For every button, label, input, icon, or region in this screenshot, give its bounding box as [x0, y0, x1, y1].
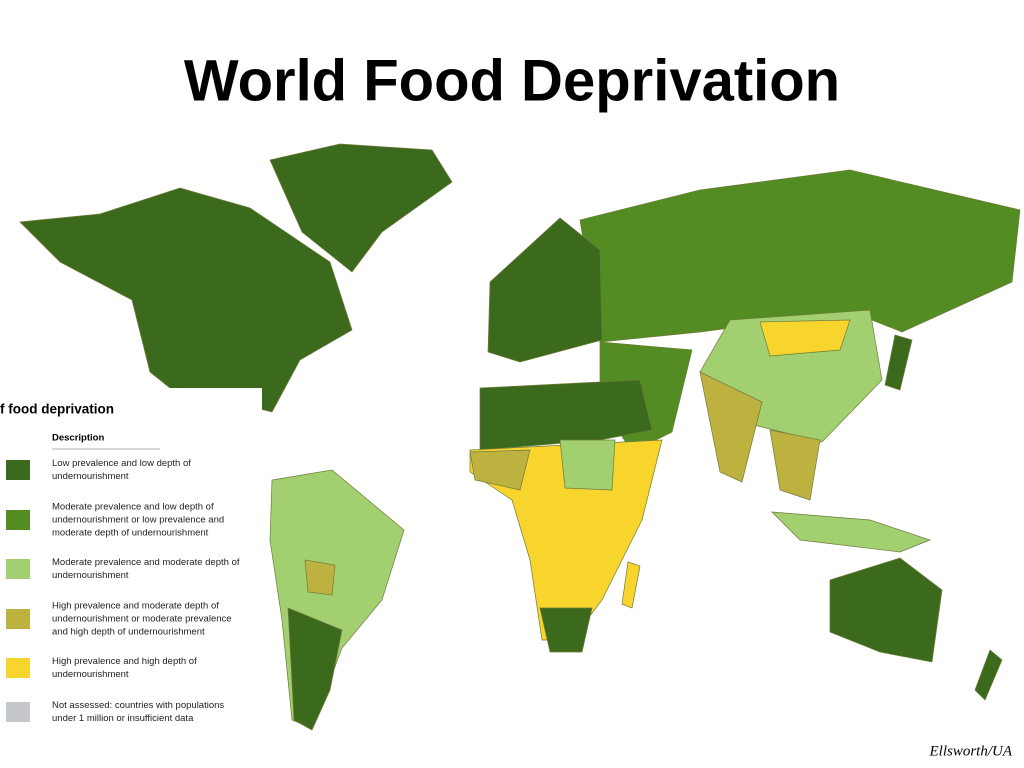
legend-label: undernourishment or low prevalence and: [52, 515, 224, 526]
west-africa: [469, 449, 531, 491]
legend-panel: [0, 388, 262, 733]
legend-label: under 1 million or insufficient data: [52, 713, 194, 724]
legend-title: f food deprivation: [0, 402, 114, 417]
russia: [579, 169, 1021, 343]
legend-label: Low prevalence and low depth of: [52, 458, 191, 469]
legend-label: undernourishment: [52, 669, 129, 680]
legend-label: Moderate prevalence and moderate depth o…: [52, 557, 240, 568]
legend-label: and high depth of undernourishment: [52, 627, 205, 638]
legend-label: Moderate prevalence and low depth of: [52, 502, 214, 513]
legend-label: undernourishment or moderate prevalence: [52, 614, 232, 625]
madagascar: [621, 561, 641, 609]
new-zealand: [974, 649, 1003, 701]
legend-label: Not assessed: countries with populations: [52, 700, 224, 711]
greenland: [269, 143, 453, 273]
legend: Low prevalence and low depth of undernour…: [6, 458, 240, 724]
north-africa: [479, 379, 653, 451]
legend-label: High prevalence and high depth of: [52, 656, 197, 667]
legend-label: undernourishment: [52, 471, 129, 482]
bolivia: [304, 559, 336, 596]
legend-swatch: [6, 609, 30, 629]
south-africa: [539, 607, 593, 653]
southern-cone: [287, 607, 343, 731]
europe: [487, 217, 603, 363]
legend-header: Description: [52, 433, 104, 444]
credit: Ellsworth/UA: [928, 743, 1012, 759]
legend-label: moderate depth of undernourishment: [52, 528, 209, 539]
north-america: [19, 187, 353, 413]
legend-label: High prevalence and moderate depth of: [52, 601, 219, 612]
australia: [829, 557, 943, 663]
world-map: [19, 143, 1021, 731]
indonesia: [771, 511, 932, 553]
legend-swatch: [6, 702, 30, 722]
mongolia: [759, 319, 851, 357]
legend-swatch: [6, 510, 30, 530]
southeast-asia: [769, 429, 821, 501]
india: [699, 371, 763, 483]
legend-label: undernourishment: [52, 570, 129, 581]
legend-swatch: [6, 559, 30, 579]
legend-swatch: [6, 460, 30, 480]
japan: [884, 334, 913, 391]
sudan: [559, 439, 616, 491]
legend-swatch: [6, 658, 30, 678]
slide-title: World Food Deprivation: [184, 48, 840, 113]
